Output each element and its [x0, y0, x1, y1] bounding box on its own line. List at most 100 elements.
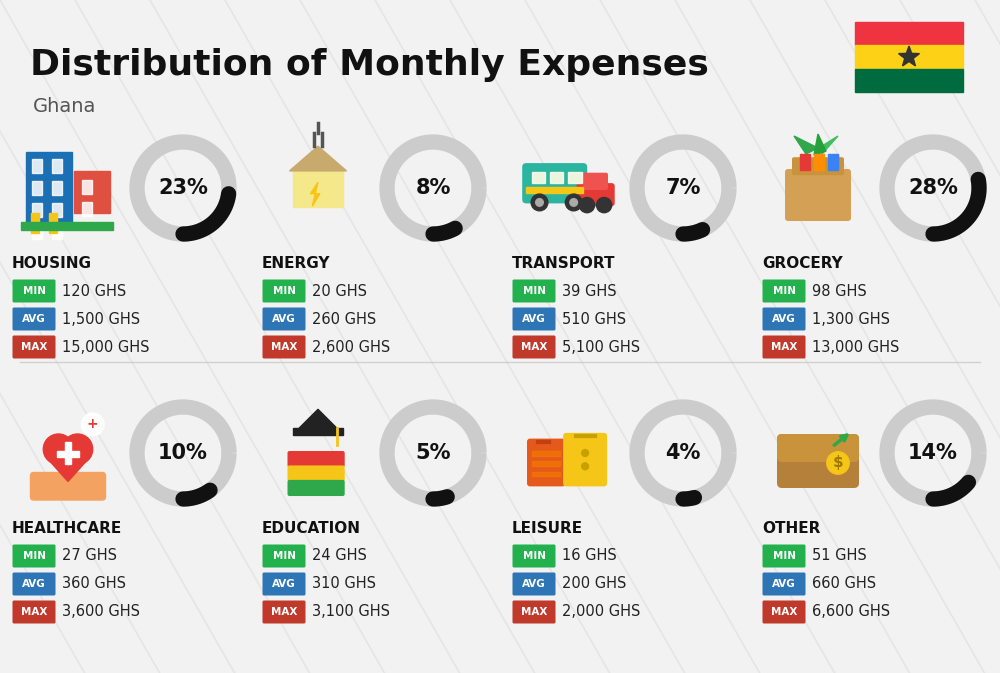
Bar: [532, 451, 560, 456]
Bar: [52, 203, 62, 217]
FancyBboxPatch shape: [763, 279, 806, 302]
Text: HOUSING: HOUSING: [12, 256, 92, 271]
FancyBboxPatch shape: [12, 600, 56, 623]
FancyBboxPatch shape: [777, 434, 859, 462]
Text: MAX: MAX: [21, 342, 47, 352]
Bar: [814, 154, 824, 170]
Polygon shape: [814, 134, 826, 155]
Text: GROCERY: GROCERY: [762, 256, 843, 271]
Polygon shape: [794, 136, 818, 154]
Text: 14%: 14%: [908, 443, 958, 463]
Text: 7%: 7%: [665, 178, 701, 198]
FancyBboxPatch shape: [583, 173, 608, 190]
FancyBboxPatch shape: [512, 279, 556, 302]
FancyBboxPatch shape: [12, 336, 56, 359]
Text: 98 GHS: 98 GHS: [812, 283, 867, 299]
Text: OTHER: OTHER: [762, 521, 820, 536]
Bar: [32, 159, 42, 172]
FancyBboxPatch shape: [763, 573, 806, 596]
Polygon shape: [822, 136, 838, 154]
FancyBboxPatch shape: [288, 466, 345, 482]
FancyBboxPatch shape: [512, 573, 556, 596]
FancyBboxPatch shape: [576, 183, 615, 206]
FancyBboxPatch shape: [288, 480, 345, 496]
FancyBboxPatch shape: [512, 600, 556, 623]
FancyBboxPatch shape: [563, 433, 607, 487]
FancyBboxPatch shape: [763, 308, 806, 330]
Text: MIN: MIN: [772, 551, 796, 561]
Circle shape: [596, 197, 612, 213]
FancyBboxPatch shape: [512, 336, 556, 359]
FancyBboxPatch shape: [777, 434, 859, 488]
Text: 1,500 GHS: 1,500 GHS: [62, 312, 140, 326]
Text: MIN: MIN: [772, 286, 796, 296]
Bar: [32, 203, 42, 217]
Text: 20 GHS: 20 GHS: [312, 283, 367, 299]
Text: 3,600 GHS: 3,600 GHS: [62, 604, 140, 620]
Polygon shape: [290, 146, 347, 171]
Bar: [82, 180, 92, 194]
Circle shape: [62, 434, 93, 464]
Bar: [532, 472, 560, 476]
Text: AVG: AVG: [772, 314, 796, 324]
Text: ENERGY: ENERGY: [262, 256, 330, 271]
FancyBboxPatch shape: [262, 544, 306, 567]
Circle shape: [43, 434, 74, 464]
Text: 6,600 GHS: 6,600 GHS: [812, 604, 890, 620]
Bar: [855, 45, 963, 69]
Bar: [800, 154, 810, 170]
Text: MAX: MAX: [271, 342, 297, 352]
FancyBboxPatch shape: [763, 544, 806, 567]
Text: 360 GHS: 360 GHS: [62, 577, 126, 592]
FancyBboxPatch shape: [262, 279, 306, 302]
Bar: [855, 22, 963, 45]
Text: 4%: 4%: [665, 443, 701, 463]
Bar: [49, 213, 57, 234]
Text: AVG: AVG: [272, 579, 296, 589]
Polygon shape: [299, 409, 337, 428]
FancyBboxPatch shape: [763, 600, 806, 623]
Text: MIN: MIN: [272, 551, 296, 561]
Text: 2,600 GHS: 2,600 GHS: [312, 339, 390, 355]
Text: LEISURE: LEISURE: [512, 521, 583, 536]
FancyBboxPatch shape: [262, 573, 306, 596]
Text: MIN: MIN: [522, 286, 546, 296]
Circle shape: [582, 463, 589, 470]
FancyBboxPatch shape: [12, 573, 56, 596]
Bar: [26, 152, 72, 223]
Text: AVG: AVG: [272, 314, 296, 324]
FancyBboxPatch shape: [785, 169, 851, 221]
Text: 660 GHS: 660 GHS: [812, 577, 876, 592]
Text: +: +: [87, 417, 99, 431]
Text: MIN: MIN: [272, 286, 296, 296]
FancyBboxPatch shape: [12, 308, 56, 330]
Circle shape: [570, 199, 578, 206]
Text: 200 GHS: 200 GHS: [562, 577, 626, 592]
FancyBboxPatch shape: [792, 157, 844, 175]
Text: MAX: MAX: [771, 342, 797, 352]
Text: TRANSPORT: TRANSPORT: [512, 256, 616, 271]
Text: 24 GHS: 24 GHS: [312, 548, 367, 563]
FancyBboxPatch shape: [262, 336, 306, 359]
Circle shape: [81, 413, 104, 436]
Bar: [57, 451, 79, 457]
Bar: [52, 225, 62, 239]
Circle shape: [827, 452, 849, 474]
Text: MIN: MIN: [22, 286, 46, 296]
Text: HEALTHCARE: HEALTHCARE: [12, 521, 122, 536]
FancyBboxPatch shape: [288, 451, 345, 467]
Text: MIN: MIN: [22, 551, 46, 561]
Text: 8%: 8%: [415, 178, 451, 198]
Text: Ghana: Ghana: [33, 97, 96, 116]
Circle shape: [536, 199, 543, 206]
Text: 260 GHS: 260 GHS: [312, 312, 376, 326]
Text: 2,000 GHS: 2,000 GHS: [562, 604, 640, 620]
Text: MAX: MAX: [521, 607, 547, 617]
Text: 13,000 GHS: 13,000 GHS: [812, 339, 899, 355]
Bar: [52, 180, 62, 194]
Text: 5%: 5%: [415, 443, 451, 463]
Text: MAX: MAX: [271, 607, 297, 617]
FancyBboxPatch shape: [12, 279, 56, 302]
FancyBboxPatch shape: [262, 600, 306, 623]
FancyBboxPatch shape: [527, 439, 565, 487]
